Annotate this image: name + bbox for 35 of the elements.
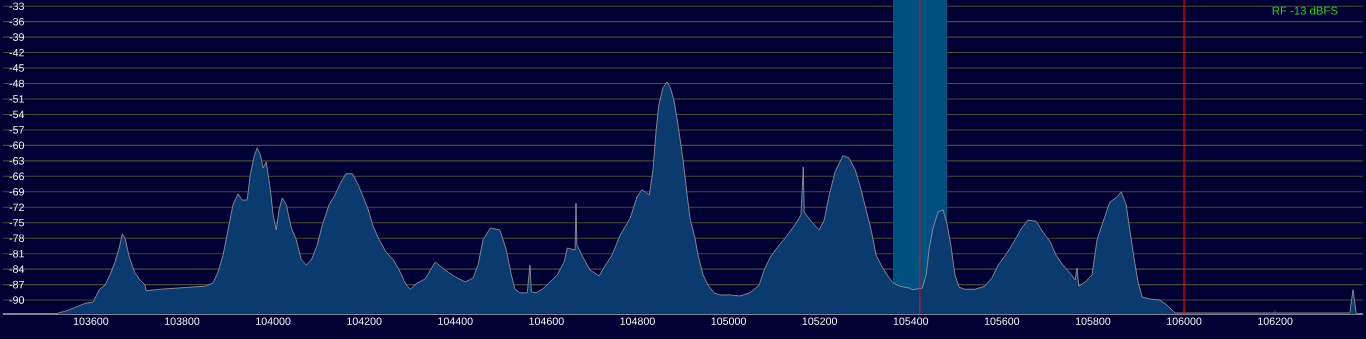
y-tick-label: -45 [9, 64, 25, 72]
x-tick-label: 104400 [438, 317, 473, 325]
x-tick-label: 104200 [347, 317, 382, 325]
x-tick-label: 105600 [984, 317, 1020, 325]
y-tick-label: -63 [9, 157, 24, 165]
x-tick-label: 103600 [73, 317, 109, 325]
x-tick-label: 105200 [802, 317, 838, 325]
y-tick-label: -90 [9, 296, 25, 304]
y-tick-label: -66 [9, 172, 24, 181]
x-tick-label: 103800 [165, 317, 200, 325]
x-tick-label: 104800 [620, 317, 655, 325]
y-tick-label: -78 [9, 234, 24, 242]
y-tick-label: -42 [9, 48, 24, 57]
x-tick-label: 105400 [893, 317, 929, 325]
y-tick-label: -75 [9, 219, 25, 227]
x-tick-label: 104000 [256, 317, 291, 325]
y-tick-label: -69 [9, 188, 24, 196]
y-tick-label: -51 [9, 95, 24, 103]
y-tick-label: -81 [9, 249, 24, 258]
x-tick-label: 106200 [1258, 317, 1293, 325]
y-tick-label: -48 [9, 79, 24, 88]
y-tick-label: -87 [9, 280, 24, 289]
y-tick-label: -54 [9, 110, 25, 119]
x-tick-label: 105800 [1075, 317, 1111, 325]
y-tick-label: -60 [9, 141, 25, 150]
x-tick-label: 105000 [711, 317, 746, 325]
x-tick-label: 104600 [529, 317, 564, 325]
annotation: RF -13 dBFS [1272, 6, 1338, 15]
y-tick-label: -57 [9, 126, 24, 134]
y-tick-label: -39 [9, 33, 24, 41]
y-tick-label: -72 [9, 203, 24, 211]
y-tick-label: -84 [9, 265, 25, 273]
y-tick-label: -33 [9, 2, 24, 10]
y-tick-label: -36 [9, 17, 24, 26]
x-tick-label: 106000 [1167, 317, 1202, 325]
